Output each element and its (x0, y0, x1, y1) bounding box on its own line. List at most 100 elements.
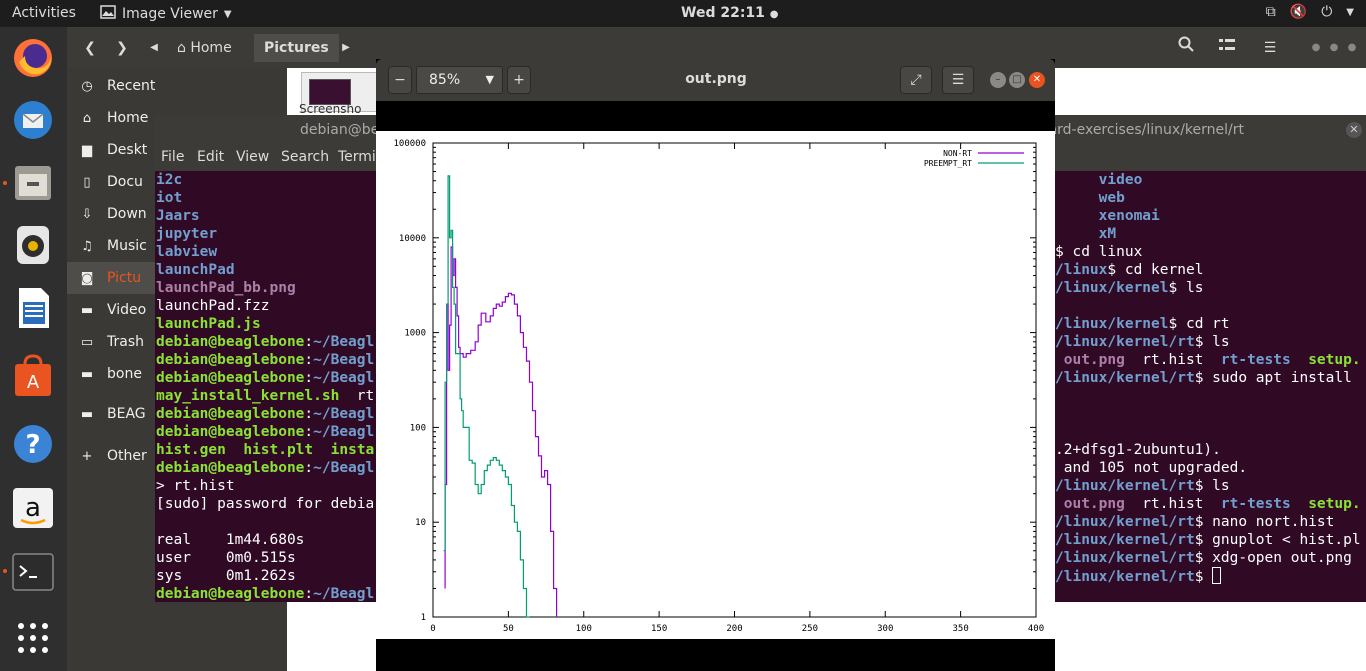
minimize-button[interactable]: – (990, 72, 1006, 88)
terminal-text: jupyter (156, 226, 218, 242)
series-line-non-rt (444, 246, 558, 617)
sidebar-item-other[interactable]: + Other (67, 440, 287, 472)
menu-view[interactable]: View (236, 149, 270, 165)
sidebar-item-down[interactable]: ⇩ Down (67, 198, 287, 230)
fullscreen-button[interactable]: ⤢ (900, 66, 932, 94)
menu-button[interactable]: ☰ (1257, 36, 1283, 60)
sidebar-item-music[interactable]: ♫ Music (67, 230, 287, 262)
zoom-in-button[interactable]: + (507, 66, 531, 94)
back-button[interactable]: ❮ (84, 40, 96, 56)
sidebar-item-deskt[interactable]: ▆ Deskt (67, 134, 287, 166)
terminal-line: labview (156, 243, 378, 261)
camera-icon: ◙ (80, 270, 94, 286)
terminal-line: i2c (156, 171, 378, 189)
sidebar-item-docu[interactable]: ▯ Docu (67, 166, 287, 198)
hamburger-icon: ☰ (1263, 40, 1277, 56)
breadcrumb-pictures[interactable]: Pictures (254, 34, 339, 62)
terminal-text: Jaars (156, 208, 200, 224)
image-viewer-window: − 85% ▼ + out.png ⤢ ☰ – □ ✕ 100000 10000 1… (376, 59, 1055, 671)
app-menu[interactable]: Image Viewer ▼ (100, 5, 232, 23)
close-icon[interactable]: ✕ (1346, 122, 1362, 138)
minimize-button[interactable]: ● (1311, 42, 1321, 53)
running-indicator (3, 181, 7, 185)
terminal-line: debian@beaglebone:~/Beagl (156, 333, 378, 351)
terminal-text: rt-tests (1220, 352, 1291, 368)
search-icon (1178, 36, 1194, 52)
terminal-line (156, 513, 378, 531)
x-tick-label: 100 (576, 624, 592, 634)
breadcrumb-pictures-label: Pictures (264, 40, 329, 56)
terminal-line: /linux/kernel$ cd rt (1055, 315, 1366, 333)
image-viewer-app-icon (100, 5, 116, 23)
notification-dot-icon: ● (769, 9, 779, 20)
sidebar-item-beag[interactable]: ▬ BEAG (67, 398, 287, 430)
close-button[interactable]: ● (1347, 42, 1357, 53)
app-grid-icon[interactable] (10, 615, 56, 661)
terminal-text: : (304, 424, 314, 440)
top-bar: Activities Image Viewer ▼ Wed 22:11 ● ⧉ … (0, 0, 1366, 27)
y-tick-label: 100 (410, 423, 426, 433)
terminal-line: out.png rt.hist rt-tests setup. (1055, 495, 1366, 513)
minus-icon: − (394, 72, 406, 88)
thunderbird-icon[interactable] (10, 97, 56, 143)
terminal-output-right[interactable]: video web xenomai xM $ cd linux/linux$ cd… (1055, 171, 1366, 602)
sidebar-item-label: Docu (107, 174, 143, 190)
svg-text:a: a (25, 493, 41, 523)
zoom-level-combo[interactable]: 85% ▼ (416, 66, 503, 94)
viewer-menu-button[interactable]: ☰ (942, 66, 974, 94)
system-tray[interactable]: ⧉ 🔇 ⏻ ▼ (1266, 4, 1354, 22)
terminal-line: sys 0m1.262s (156, 567, 378, 585)
terminal-line: [sudo] password for debia (156, 495, 378, 513)
rhythmbox-icon[interactable] (10, 221, 56, 267)
terminal-text: hist.plt (243, 442, 314, 458)
sidebar-item-bone[interactable]: ▬ bone (67, 358, 287, 390)
menu-search[interactable]: Search (281, 149, 330, 165)
terminal-line: /linux$ cd kernel (1055, 261, 1366, 279)
thumbnail-image (309, 79, 351, 105)
forward-button[interactable]: ❯ (116, 40, 128, 56)
view-options-button[interactable] (1214, 36, 1240, 60)
menu-file[interactable]: File (161, 149, 185, 165)
close-button[interactable]: ✕ (1029, 72, 1045, 88)
svg-text:A: A (27, 372, 40, 393)
drive-icon: ▬ (80, 406, 94, 422)
search-button[interactable] (1173, 36, 1199, 60)
sidebar-item-label: Pictu (107, 270, 142, 286)
terminal-text: /linux/kernel/rt (1055, 514, 1195, 530)
volume-muted-icon: 🔇 (1289, 4, 1308, 20)
sidebar-item-recent[interactable]: ◷ Recent (67, 70, 287, 102)
amazon-icon[interactable]: a (10, 485, 56, 531)
activities-button[interactable]: Activities (12, 5, 76, 21)
terminal-output-left[interactable]: i2c iot Jaars jupyter labview launchPad launch… (156, 171, 378, 602)
image-canvas[interactable]: 100000 10000 1000 100 10 1 0 50 100 150 200 250 300 3… (376, 131, 1055, 639)
breadcrumb-home[interactable]: ⌂ Home (167, 34, 242, 62)
help-icon[interactable]: ? (10, 421, 56, 467)
firefox-icon[interactable] (10, 35, 56, 81)
software-icon[interactable]: A (10, 353, 56, 399)
sidebar-item-label: Video (107, 302, 147, 318)
breadcrumb-left-arrow[interactable]: ◀ (150, 42, 158, 53)
terminal-text: ~/Beagl (313, 586, 375, 602)
files-icon[interactable] (10, 159, 56, 205)
maximize-button[interactable]: □ (1009, 72, 1025, 88)
terminal-line: /linux/kernel/rt$ ls (1055, 333, 1366, 351)
sidebar-item-video[interactable]: ▬ Video (67, 294, 287, 326)
maximize-button[interactable]: ● (1329, 42, 1339, 53)
y-tick-label: 10 (415, 518, 426, 528)
menu-terminal[interactable]: Termi (338, 149, 376, 165)
terminal-icon[interactable] (10, 549, 56, 595)
sidebar-item-label: bone (107, 366, 142, 382)
terminal-text: debian@beaglebone (156, 460, 305, 476)
writer-icon[interactable] (10, 285, 56, 331)
menu-edit[interactable]: Edit (197, 149, 225, 165)
y-tick-label: 10000 (399, 234, 426, 244)
zoom-out-button[interactable]: − (388, 66, 412, 94)
sidebar-item-label: Recent (107, 78, 156, 94)
clock[interactable]: Wed 22:11 ● (681, 5, 779, 21)
sidebar-item-home[interactable]: ⌂ Home (67, 102, 287, 134)
x-tick-label: 250 (802, 624, 818, 634)
sidebar-item-trash[interactable]: ▭ Trash (67, 326, 287, 358)
terminal-text: /linux/kernel/rt (1055, 370, 1195, 386)
terminal-text: out.png (1055, 352, 1125, 368)
breadcrumb-right-arrow[interactable]: ▶ (342, 42, 350, 53)
